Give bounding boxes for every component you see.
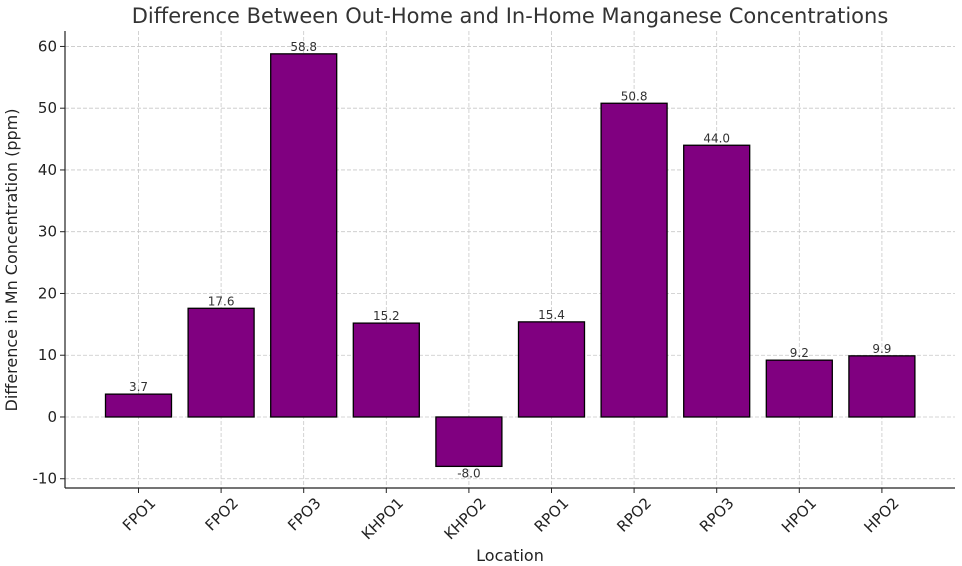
y-tick-label: 10 xyxy=(38,346,57,364)
data-label-fpo2: 17.6 xyxy=(208,294,235,308)
y-axis-label: Difference in Mn Concentration (ppm) xyxy=(2,109,21,412)
y-tick-label: 60 xyxy=(38,37,57,55)
bar-fpo2 xyxy=(187,307,255,418)
data-labels-layer: 3.7 17.6 58.8 15.2 -8.0 15.4 50.8 44.0 9.2 9.9 xyxy=(129,40,891,481)
bar-rpo2 xyxy=(600,102,668,418)
grid-layer xyxy=(65,31,955,488)
data-label-hpo2: 9.9 xyxy=(872,342,891,356)
data-label-rpo2: 50.8 xyxy=(621,89,648,103)
data-label-khpo1: 15.2 xyxy=(373,309,400,323)
chart-title: Difference Between Out-Home and In-Home … xyxy=(132,4,889,28)
bar-khpo1 xyxy=(352,322,420,418)
x-tick-label: KHPO2 xyxy=(441,494,490,543)
x-tick-label: RPO1 xyxy=(531,494,573,536)
bar-fpo3 xyxy=(270,53,338,418)
bar-rpo1 xyxy=(517,321,586,418)
bar-hpo1 xyxy=(765,359,833,418)
bar-fpo1 xyxy=(104,393,173,418)
x-tick-label: RPO3 xyxy=(696,494,738,536)
bar-khpo2 xyxy=(435,416,503,468)
data-label-rpo1: 15.4 xyxy=(538,308,565,322)
y-tick-label: -10 xyxy=(33,470,58,488)
x-tick-label: HPO1 xyxy=(778,494,820,536)
data-label-hpo1: 9.2 xyxy=(790,346,809,360)
y-tick-label: 30 xyxy=(38,223,57,241)
bar-rpo3 xyxy=(683,144,751,418)
bar-hpo2 xyxy=(848,355,916,418)
y-tick-label: 0 xyxy=(47,408,57,426)
data-label-rpo3: 44.0 xyxy=(703,131,730,145)
y-tick-label: 40 xyxy=(38,161,57,179)
x-tick-label: HPO2 xyxy=(861,494,903,536)
x-axis-label: Location xyxy=(476,546,544,565)
x-tick-label: FPO3 xyxy=(284,494,324,534)
x-tick-label: FPO2 xyxy=(202,494,242,534)
bars-layer xyxy=(104,53,916,468)
y-tick-label: 20 xyxy=(38,284,57,302)
x-tick-label: RPO2 xyxy=(613,494,655,536)
x-tick-label: KHPO1 xyxy=(358,494,407,543)
data-label-fpo3: 58.8 xyxy=(290,40,317,54)
data-label-fpo1: 3.7 xyxy=(129,380,148,394)
x-tick-label: FPO1 xyxy=(119,494,159,534)
data-label-khpo2: -8.0 xyxy=(457,466,480,480)
y-tick-label: 50 xyxy=(38,99,57,117)
